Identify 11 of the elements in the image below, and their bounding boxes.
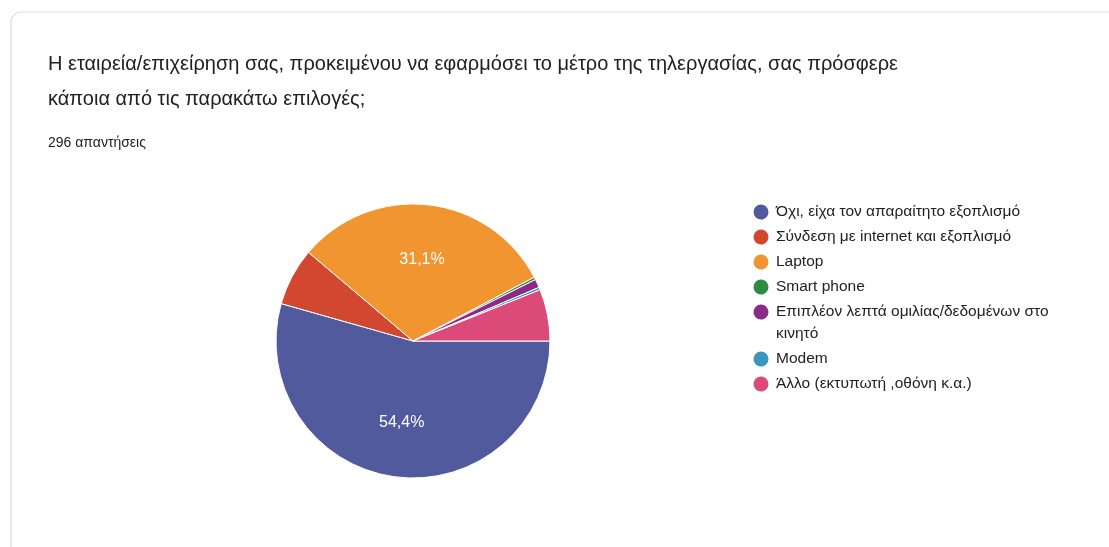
data-label: 54,4% [378,412,425,430]
legend-label: Laptop [776,252,824,270]
legend-label: Modem [776,349,828,367]
legend-label: Σύνδεση με internet και εξοπλισμό [776,227,1012,245]
data-label: 31,1% [399,249,445,267]
legend-label: Όχι, είχα τον απαραίτητο εξοπλισμό [775,202,1021,220]
chart-title: Η εταιρεία/επιχείρηση σας, προκειμένου να εφαρμόσει το μέτρο της τηλεργασίας, σας πρόσφερε κάποια από τις παρακάτω επιλογές; [48,52,899,109]
legend-label: Άλλο (εκτυπωτή ,οθόνη κ.α.) [776,374,972,392]
legend-label: Smart phone [776,277,865,295]
text: 296 απαντήσεις [48,134,147,150]
legend-label: Επιπλέον λεπτά ομιλίας/δεδομένων στο κινητό [776,302,1049,342]
